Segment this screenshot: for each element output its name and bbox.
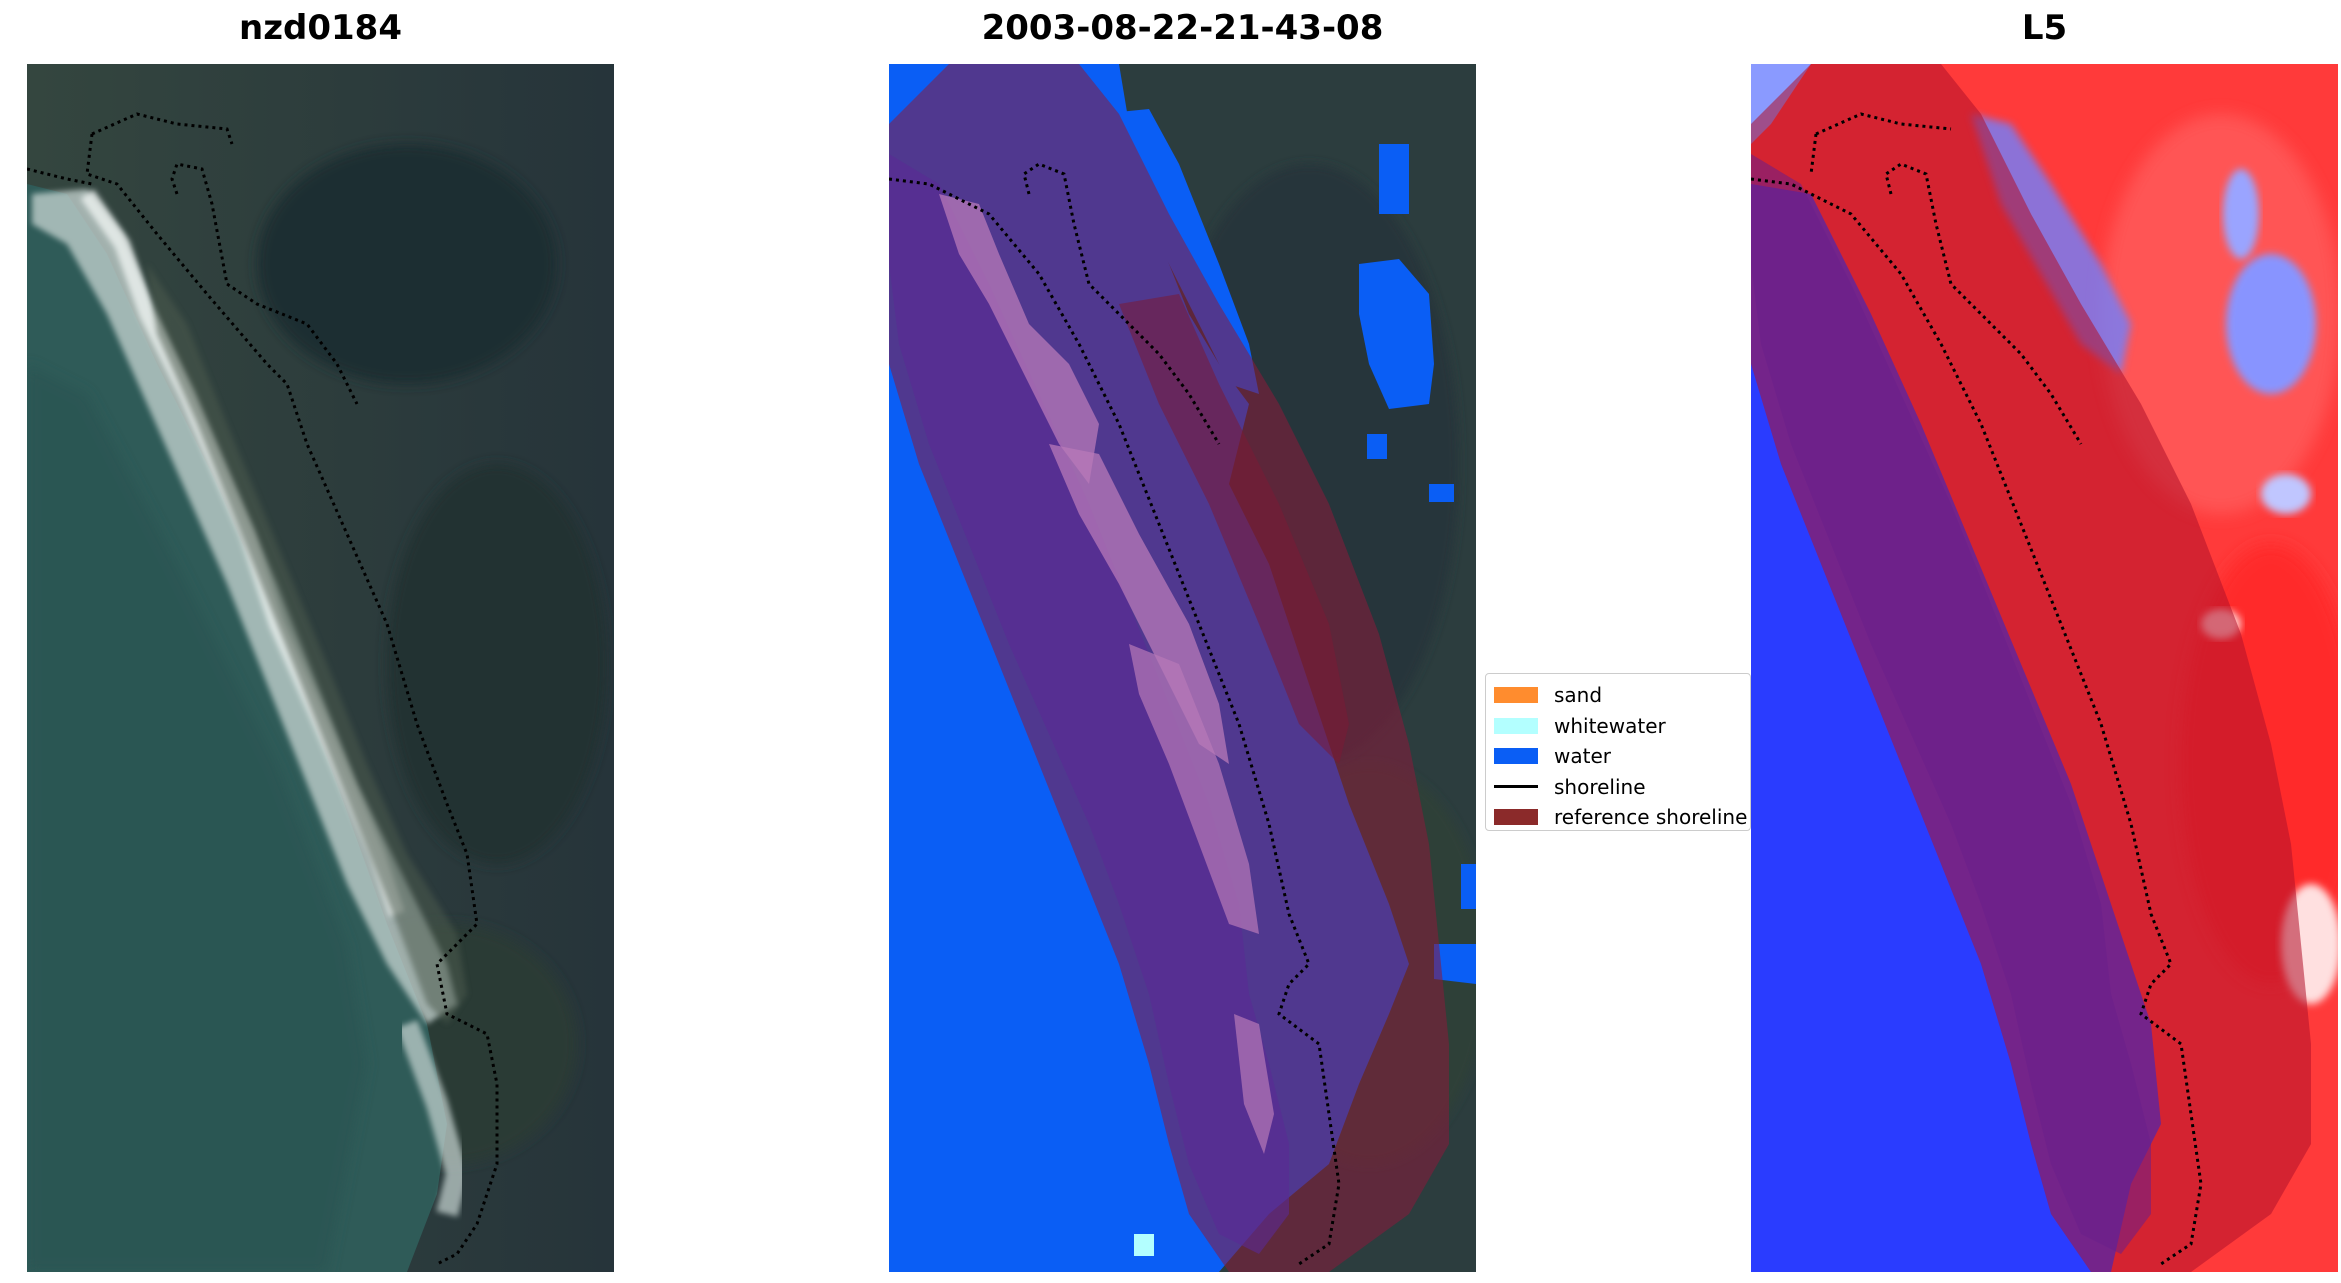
panel-title-index: L5 — [2021, 8, 2068, 48]
reference-shoreline-buffer — [1751, 64, 2311, 1272]
classification-canvas — [889, 64, 1476, 1272]
panel-title-rgb: nzd0184 — [239, 8, 402, 48]
legend-item-reference-shoreline: reference shoreline — [1494, 802, 1750, 833]
legend-label: water — [1554, 744, 1611, 769]
whitewater-region — [1134, 1234, 1154, 1256]
legend-label: sand — [1554, 683, 1603, 708]
legend-item-shoreline: shoreline — [1494, 772, 1750, 803]
shoreline-swatch — [1494, 785, 1538, 789]
legend-item-whitewater: whitewater — [1494, 711, 1750, 742]
panel-title-classification: 2003-08-22-21-43-08 — [981, 8, 1384, 48]
index-image — [1751, 64, 2338, 1272]
reference-shoreline-swatch — [1494, 809, 1538, 826]
legend-label: whitewater — [1554, 713, 1666, 738]
legend-label: shoreline — [1554, 774, 1646, 799]
legend-label: reference shoreline — [1554, 805, 1748, 830]
whitewater-swatch — [1494, 717, 1538, 734]
rgb-satellite-image — [27, 64, 614, 1272]
rgb-image-canvas — [27, 64, 614, 1272]
classification-image — [889, 64, 1476, 1272]
water-swatch — [1494, 748, 1538, 765]
legend-item-sand: sand — [1494, 680, 1750, 711]
legend-item-water: water — [1494, 741, 1750, 772]
index-canvas — [1751, 64, 2338, 1272]
sand-swatch — [1494, 687, 1538, 704]
legend: sand whitewater water shoreline referenc… — [1485, 673, 1751, 831]
